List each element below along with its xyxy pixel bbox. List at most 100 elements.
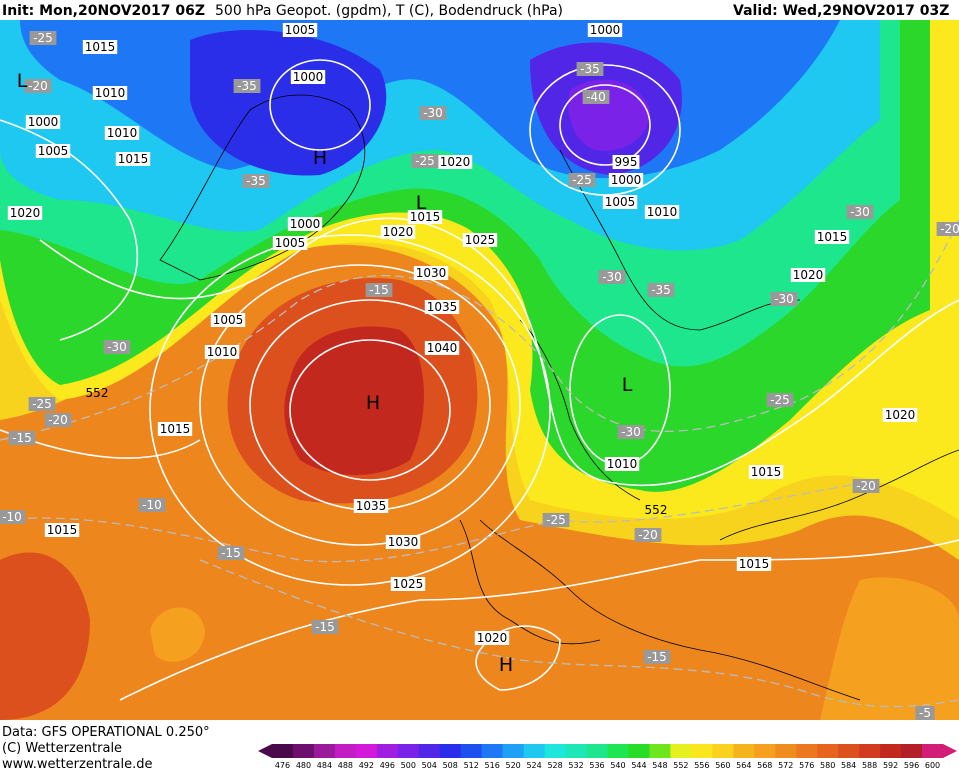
temperature-label: -20 [940,222,959,236]
pressure-label: 1010 [207,345,238,359]
colorbar-label: 508 [443,761,458,770]
temperature-label-box [576,62,604,76]
temperature-label: -30 [621,425,641,439]
colorbar-swatch [880,744,902,758]
colorbar-swatch [313,744,336,758]
temperature-label-box [582,90,610,104]
pressure-label: 1000 [293,70,324,84]
pressure-label: 1020 [885,408,916,422]
data-source: Data: GFS OPERATIONAL 0.250° [2,725,210,740]
map-labels: 1005 1015 1000 1010 1000 1010 1005 1015 1020 1020… [0,23,959,720]
colorbar-label: 540 [610,761,625,770]
colorbar-label: 600 [925,761,940,770]
colorbar-swatch [439,744,462,758]
pressure-label: 1000 [290,217,321,231]
pressure-label: 1030 [416,266,447,280]
pressure-label-box [115,152,151,166]
pressure-label: 1020 [440,155,471,169]
temperature-label: -30 [602,270,622,284]
pressure-label-box [612,155,640,169]
temperature-label-box [138,498,166,512]
pressure-label-box [814,230,850,244]
pressure-center: L [622,374,633,396]
pressure-center: L [416,192,427,214]
map-background [0,20,959,720]
colorbar-label: 548 [652,761,667,770]
pressure-label-box [790,268,826,282]
colorbar-swatch [397,744,420,758]
colorbar-label: 480 [296,761,311,770]
temperature-label-box [598,270,626,284]
height-label: 552 [645,503,668,517]
colorbar-label: 488 [338,761,353,770]
temperature-label: -5 [919,706,931,720]
colorbar-swatch [775,744,797,758]
pressure-label: 1015 [160,422,191,436]
pressure-center: L [17,70,28,92]
colorbar-label: 520 [506,761,521,770]
pressure-label-box [290,70,326,84]
colorbar-label: 576 [799,761,814,770]
temperature-label: -35 [580,62,600,76]
colorbar-label: 560 [715,761,730,770]
temperature-label-box [915,706,935,720]
init-time: Init: Mon,20NOV2017 06Z [2,3,205,19]
pressure-label: 1010 [95,86,126,100]
colorbar-swatch [628,744,650,758]
pressure-label-box [602,195,638,209]
colorbar-swatch [565,744,588,758]
pressure-label-box [407,210,443,224]
temperature-label: -30 [423,106,443,120]
temperature-label: -15 [221,546,241,560]
temperature-label-box [28,397,56,411]
colorbar-swatch [460,744,483,758]
pressure-label-box [385,535,421,549]
pressure-label: 1000 [590,23,621,37]
colorbar-swatch [355,744,378,758]
pressure-label-box [604,457,640,471]
temperature-label: -10 [142,498,162,512]
pressure-label-box [644,205,680,219]
colorbar-swatch [481,744,504,758]
pressure-label: 1005 [605,195,636,209]
pressure-label: 1035 [427,300,458,314]
copyright: (C) Wetterzentrale [2,741,122,756]
colorbar-swatch [796,744,818,758]
colorbar-label: 524 [526,761,541,770]
temperature-label: -20 [28,79,48,93]
temperature-label-box [617,425,645,439]
pressure-label: 1025 [465,233,496,247]
colorbar-label: 584 [841,761,856,770]
temperature-label-box [419,106,447,120]
temperature-label: -35 [237,79,257,93]
colorbar-swatch [292,744,315,758]
pressure-label-box [413,266,449,280]
colorbar-label: 552 [673,761,688,770]
colorbar-swatch [691,744,713,758]
pressure-label: 1005 [285,23,316,37]
pressure-label: 1025 [393,577,424,591]
pressure-label-box [44,523,80,537]
pressure-label: 1010 [107,126,138,140]
pressure-label: 1005 [275,236,306,250]
pressure-label: 1020 [793,268,824,282]
pressure-label: 1000 [28,115,59,129]
temperature-label: -15 [647,650,667,664]
pressure-label: 1010 [607,457,638,471]
pressure-label: 1000 [611,173,642,187]
pressure-label: 1015 [85,40,116,54]
colorbar-label: 476 [275,761,290,770]
colorbar-label: 596 [904,761,919,770]
colorbar-label: 556 [694,761,709,770]
colorbar-swatch [733,744,755,758]
pressure-label: 1030 [388,535,419,549]
pressure-label: 1010 [647,205,678,219]
pressure-label-box [287,217,323,231]
temperature-label-box [766,393,794,407]
pressure-label-box [282,23,318,37]
temperature-label: -15 [315,620,335,634]
colorbar-arrow-left [258,744,272,758]
temperature-label-box [0,510,26,524]
colorbar-label: 568 [757,761,772,770]
pressure-label-box [25,115,61,129]
